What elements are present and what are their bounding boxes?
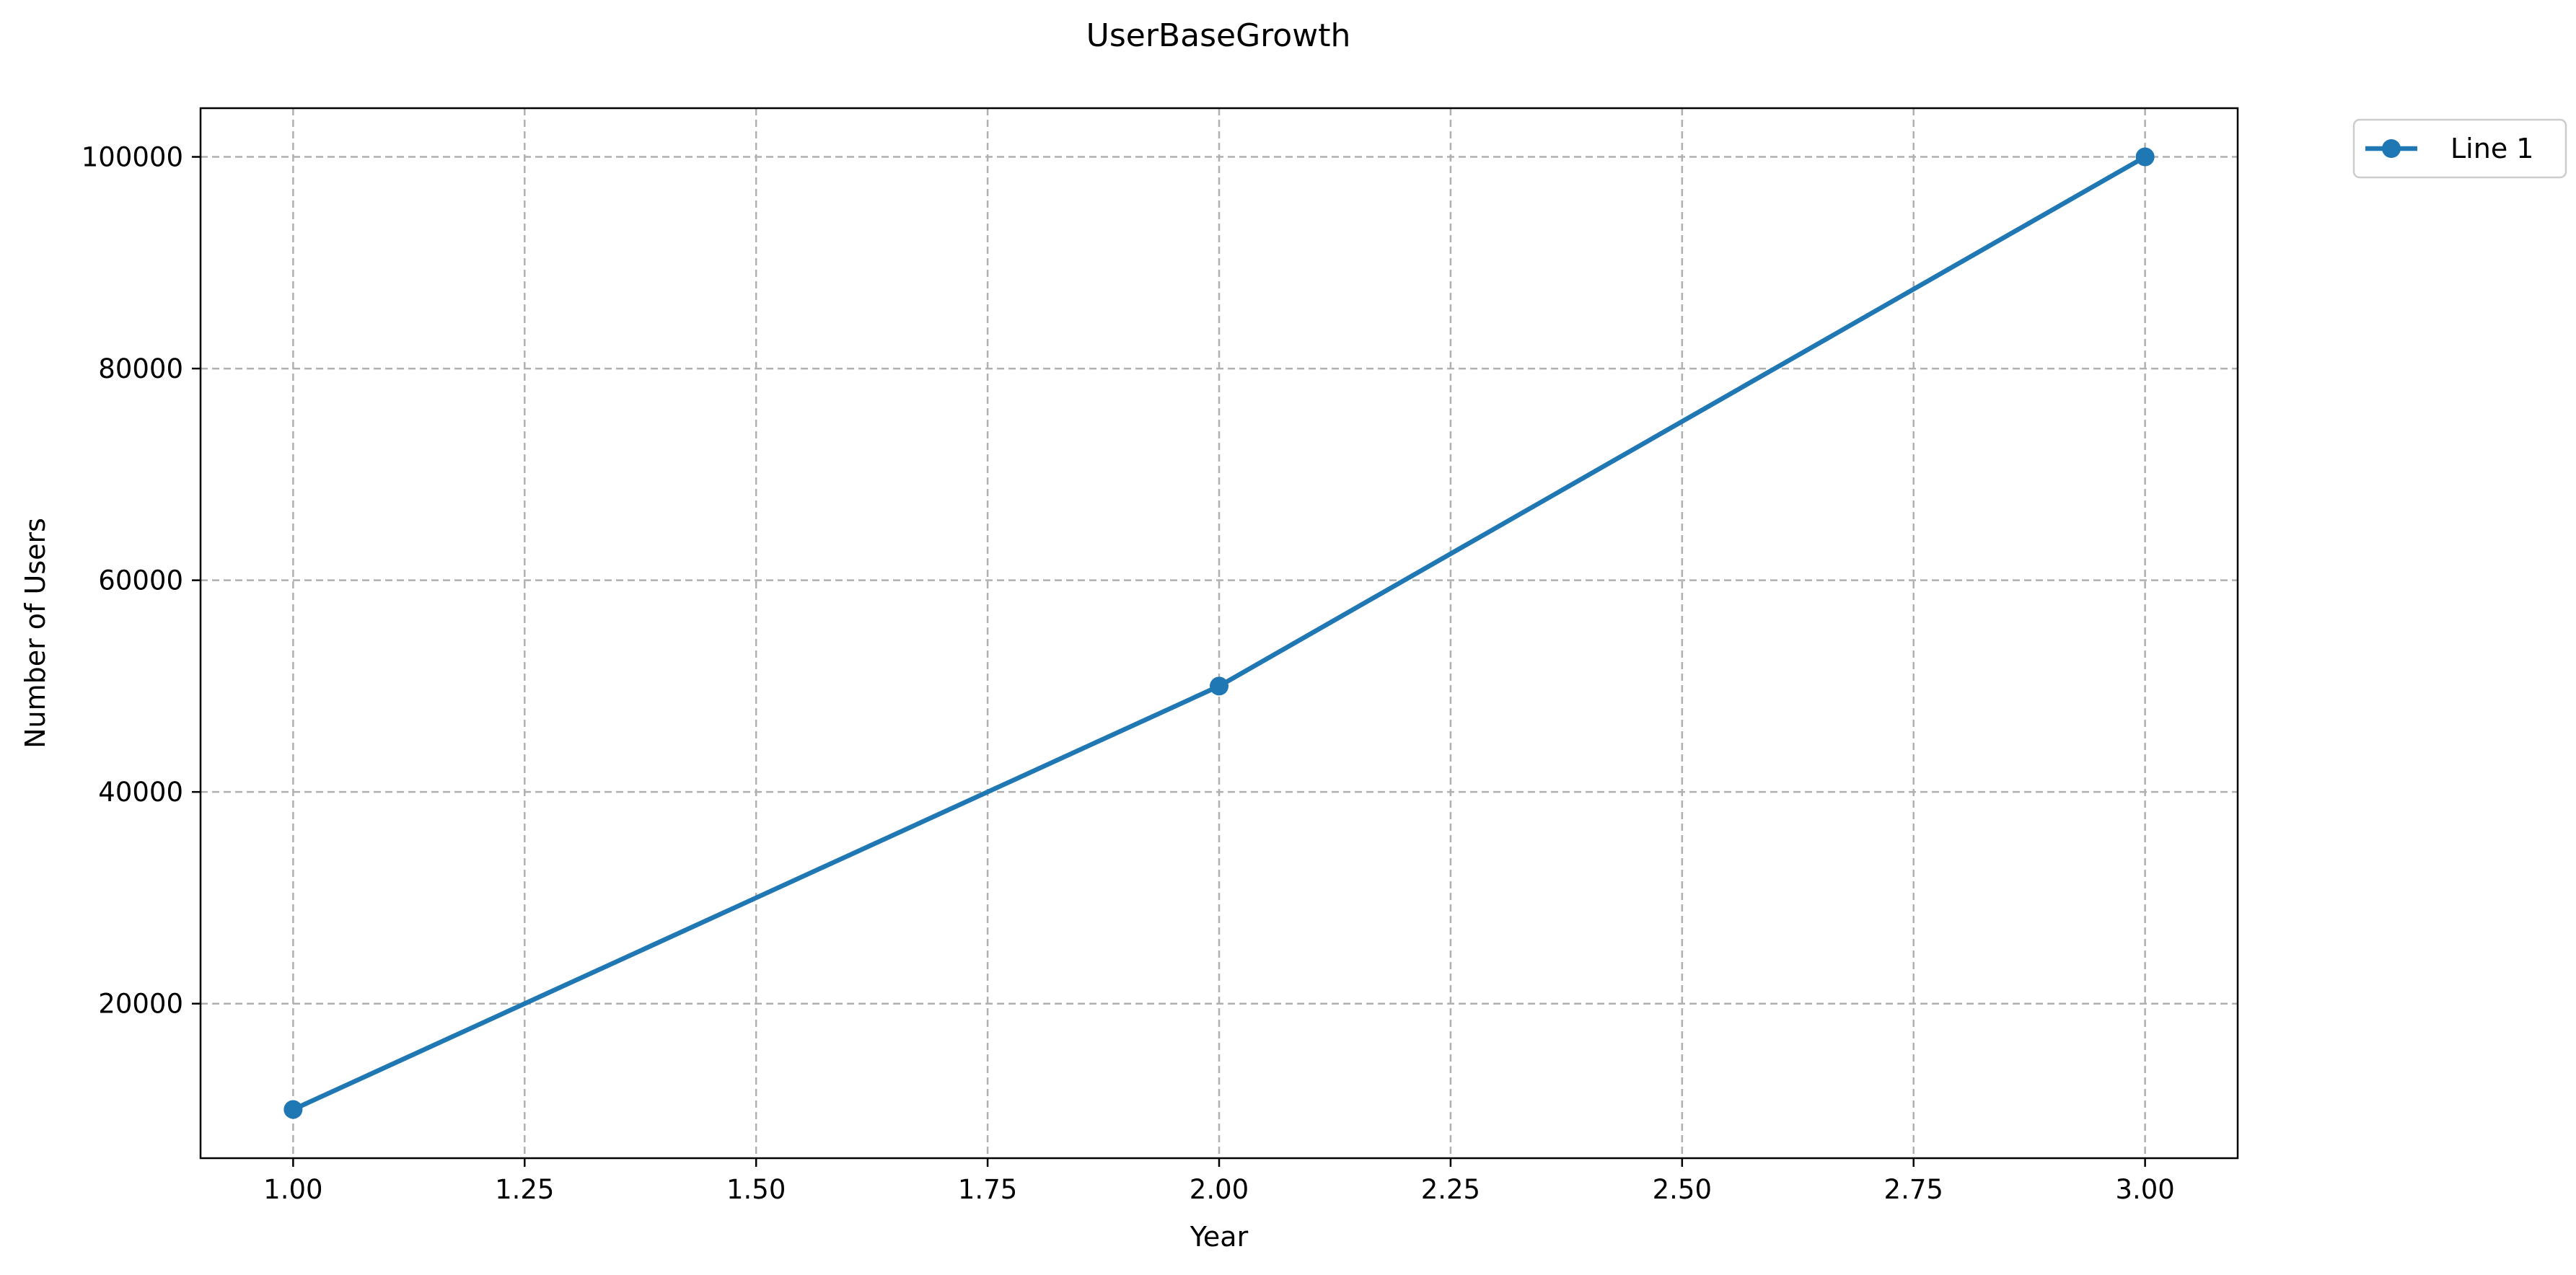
x-tick-label: 1.50 (726, 1174, 786, 1205)
y-axis-ticks: 20000 40000 60000 80000 100000 (82, 142, 201, 1020)
y-tick-label: 20000 (98, 989, 183, 1020)
x-tick-label: 2.00 (1190, 1174, 1249, 1205)
y-axis-label: Number of Users (19, 518, 51, 749)
x-tick-label: 2.25 (1421, 1174, 1480, 1205)
x-tick-label: 1.25 (495, 1174, 554, 1205)
y-tick-label: 100000 (82, 142, 183, 173)
legend-label: Line 1 (2450, 133, 2533, 164)
data-point (283, 1100, 303, 1119)
x-tick-label: 2.50 (1653, 1174, 1712, 1205)
chart-title: UserBaseGrowth (1086, 17, 1351, 54)
legend-marker (2382, 139, 2401, 158)
legend-box (2352, 118, 2567, 179)
data-point (1210, 676, 1228, 696)
grid (201, 108, 2238, 1158)
data-point (2135, 147, 2155, 167)
x-tick-label: 2.75 (1884, 1174, 1943, 1205)
x-tick-label: 3.00 (2115, 1174, 2174, 1205)
legend: Line 1 (2352, 118, 2567, 179)
y-tick-label: 40000 (98, 777, 183, 808)
y-tick-label: 60000 (98, 565, 183, 596)
plot-area (283, 147, 2155, 1119)
y-tick-label: 80000 (98, 353, 183, 384)
x-tick-label: 1.00 (263, 1174, 322, 1205)
x-axis-label: Year (1190, 1221, 1249, 1253)
x-tick-label: 1.75 (958, 1174, 1017, 1205)
x-axis-ticks: 1.00 1.25 1.50 1.75 2.00 2.25 2.50 2.75 3.00 (263, 1158, 2175, 1205)
